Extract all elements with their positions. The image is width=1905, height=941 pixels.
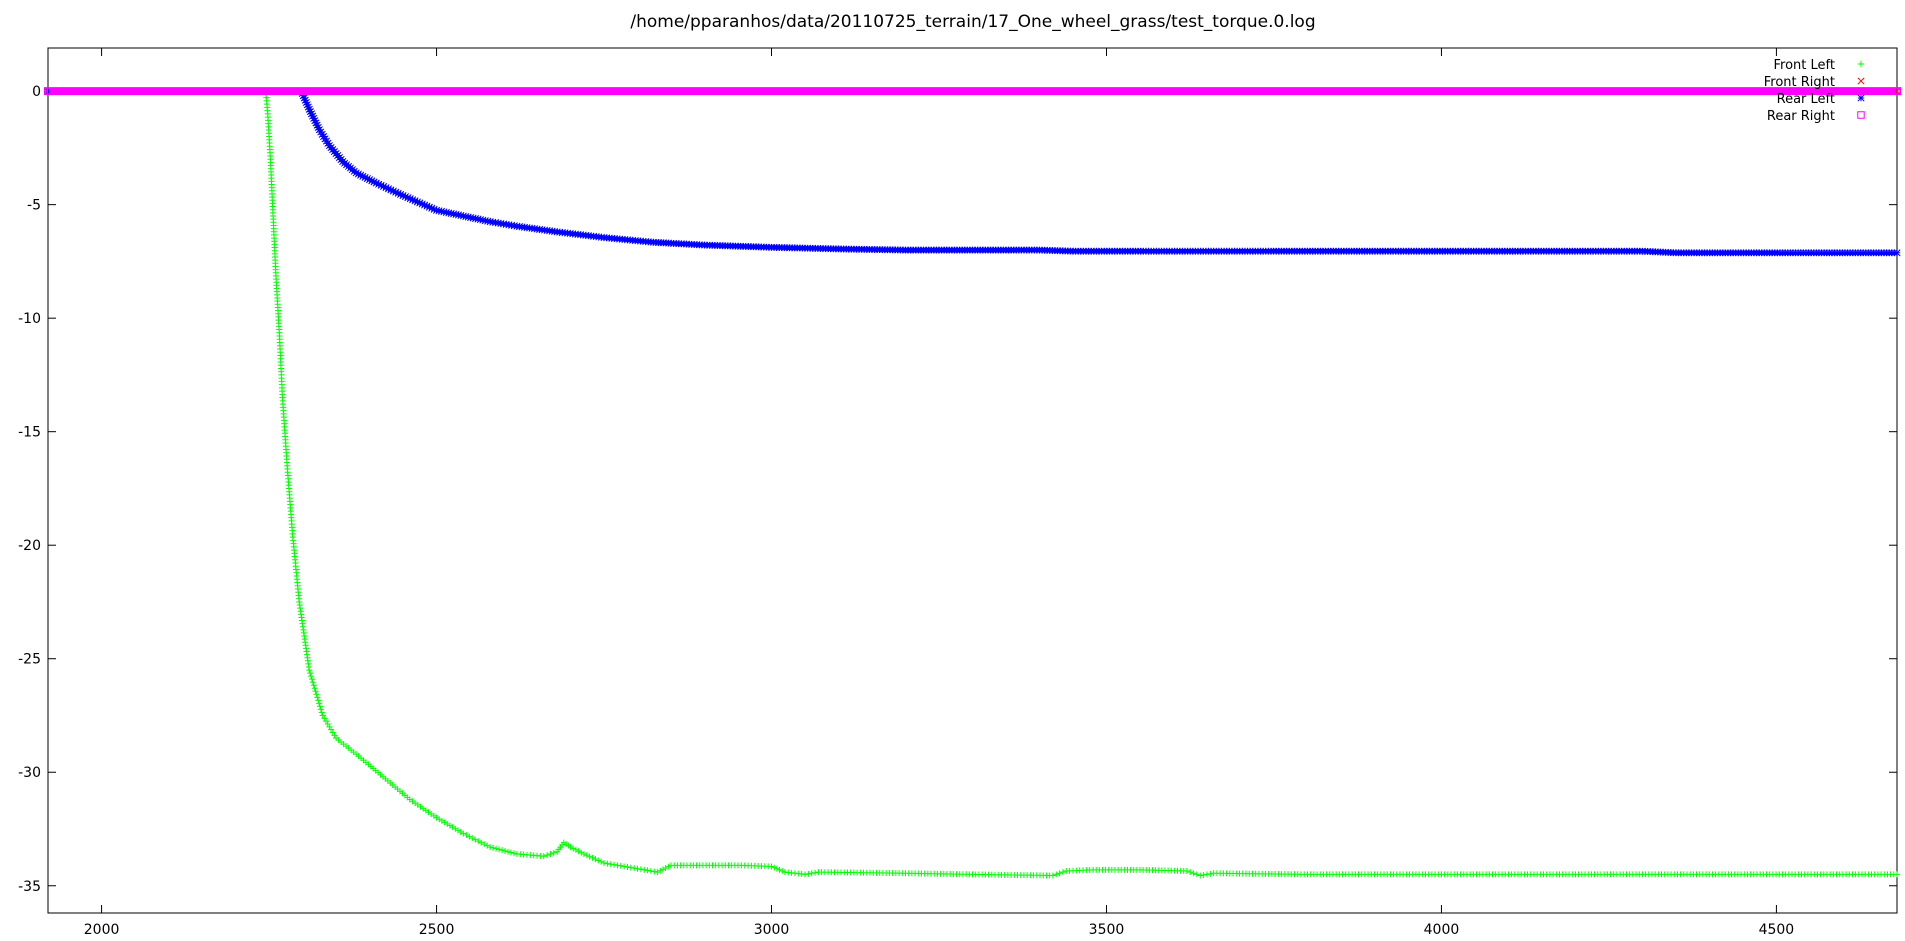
legend-marker-plus (1857, 60, 1865, 68)
data-points (45, 88, 1900, 879)
series-layer (44, 87, 1901, 879)
x-tick-label: 3500 (1089, 922, 1125, 938)
legend: Front Left Front Right Rear Left Rear Right (1764, 58, 1865, 124)
y-tick-label: -10 (18, 311, 41, 327)
y-tick-label: -15 (18, 425, 41, 441)
axes: 2000 2500 3000 3500 4000 4500 0 -5 -10 -15 -20 -25 -… (18, 47, 1898, 938)
y-tick-label: 0 (32, 84, 41, 100)
data-points (44, 87, 1901, 96)
legend-label: Rear Left (1777, 92, 1835, 107)
legend-label: Front Right (1764, 75, 1835, 90)
x-tick-label: 2500 (419, 922, 455, 938)
series-rear-left (44, 87, 1901, 257)
legend-label: Front Left (1774, 58, 1835, 73)
legend-marker-square (1857, 111, 1865, 119)
x-tick-label: 4000 (1424, 922, 1460, 938)
plot-frame (47, 47, 1898, 914)
y-tick-label: -25 (18, 652, 41, 668)
legend-marker-star (1857, 94, 1865, 102)
y-tick-label: -20 (18, 538, 41, 554)
series-rear-right (44, 87, 1901, 96)
x-tick-label: 2000 (84, 922, 120, 938)
y-tick-label: -5 (27, 198, 41, 214)
x-tick-label: 4500 (1759, 922, 1795, 938)
x-tick-label: 3000 (754, 922, 790, 938)
legend-label: Rear Right (1767, 109, 1835, 124)
chart-title: /home/pparanhos/data/20110725_terrain/17… (630, 12, 1315, 32)
data-points (44, 87, 1901, 257)
legend-marker-cross (1857, 77, 1865, 85)
y-tick-label: -35 (18, 879, 41, 895)
y-tick-label: -30 (18, 765, 41, 781)
series-front-left (45, 88, 1900, 879)
